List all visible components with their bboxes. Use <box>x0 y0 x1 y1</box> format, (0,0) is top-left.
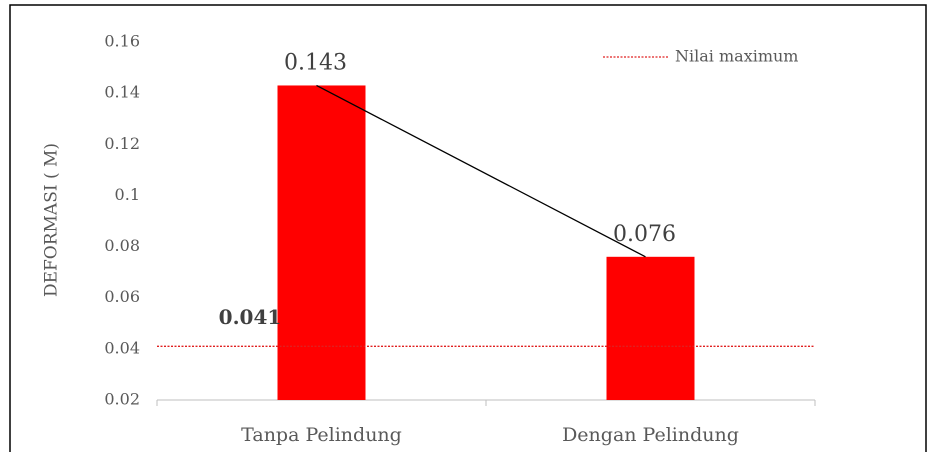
y-tick-label: 0.12 <box>104 134 140 153</box>
data-label: 0.076 <box>613 222 676 247</box>
chart-border <box>9 4 927 452</box>
bar <box>606 256 695 400</box>
y-tick-label: 0.1 <box>115 185 140 204</box>
y-tick-label: 0.08 <box>104 236 140 255</box>
y-tick-label: 0.04 <box>104 338 140 357</box>
y-tick-label: 0.16 <box>104 32 140 51</box>
trend-line <box>316 84 646 258</box>
data-label: 0.143 <box>284 50 347 75</box>
bar <box>277 85 366 400</box>
reference-label: 0.041 <box>219 305 282 329</box>
y-axis-label: DEFORMASI ( M) <box>42 143 62 297</box>
x-tick-label: Tanpa Pelindung <box>241 424 402 446</box>
x-tick-label: Dengan Pelindung <box>562 424 739 446</box>
y-tick-label: 0.14 <box>104 83 140 102</box>
y-tick-label: 0.06 <box>104 287 140 306</box>
y-tick-label: 0.02 <box>104 390 140 409</box>
legend-label: Nilai maximum <box>675 47 798 66</box>
